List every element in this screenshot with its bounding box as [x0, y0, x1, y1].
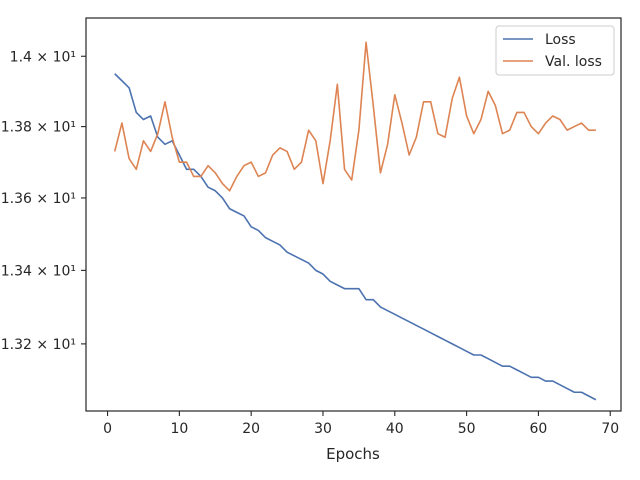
x-axis: 0 10 20 30 40 50 60 70: [103, 411, 619, 437]
legend: Loss Val. loss: [495, 25, 615, 76]
series-line-val-loss: [113, 41, 596, 192]
x-tick-label: 40: [386, 421, 404, 437]
x-axis-title: Epochs: [326, 445, 380, 463]
x-tick-label: 60: [530, 421, 548, 437]
y-tick-label: 1.38 × 10¹: [1, 120, 76, 136]
y-axis: 1.32 × 10¹ 1.34 × 10¹ 1.36 × 10¹ 1.38 × 10¹…: [1, 49, 86, 353]
x-tick-label: 0: [103, 421, 112, 437]
axes-frame: [85, 17, 622, 412]
x-tick-label: 10: [170, 421, 188, 437]
legend-label-loss: Loss: [545, 32, 576, 48]
x-tick-label: 50: [458, 421, 476, 437]
y-tick-label: 1.36 × 10¹: [1, 191, 76, 207]
x-tick-label: 20: [242, 421, 260, 437]
y-tick-label: 1.34 × 10¹: [1, 263, 76, 279]
x-tick-label: 30: [314, 421, 332, 437]
y-tick-label: 1.32 × 10¹: [1, 337, 76, 353]
legend-label-val-loss: Val. loss: [545, 54, 602, 70]
plot-area: [113, 41, 597, 401]
x-tick-label: 70: [601, 421, 619, 437]
series-line-loss: [114, 73, 597, 401]
y-tick-label: 1.4 × 10¹: [10, 49, 76, 65]
